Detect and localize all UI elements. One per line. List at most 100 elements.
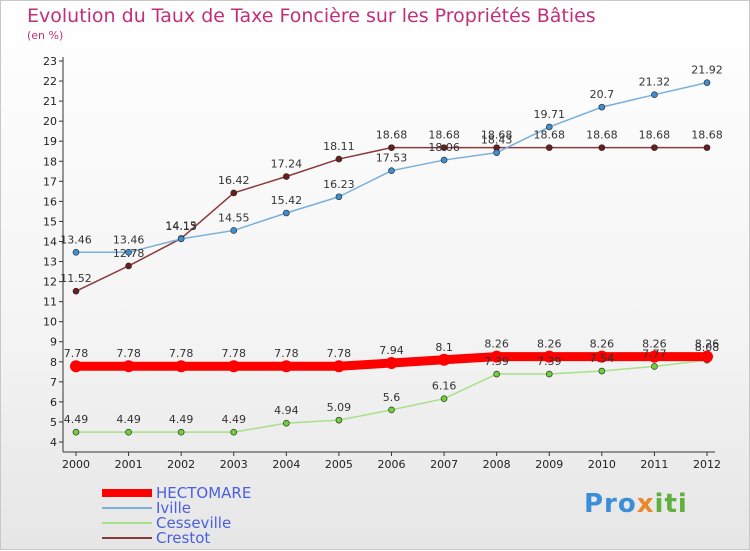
data-point — [701, 350, 713, 363]
data-point — [388, 144, 395, 151]
data-point — [388, 406, 395, 414]
chart-title: Evolution du Taux de Taxe Foncière sur l… — [27, 5, 596, 27]
data-point — [335, 416, 343, 424]
data-point — [598, 144, 606, 151]
data-label: 14.13 — [165, 220, 197, 233]
data-label: 7.78 — [64, 347, 89, 360]
x-tick-label: 2000 — [62, 458, 90, 471]
data-label: 5.6 — [383, 391, 401, 404]
data-label: 8.26 — [590, 338, 615, 351]
data-label: 7.78 — [116, 347, 141, 360]
data-label: 18.68 — [534, 129, 566, 142]
data-label: 13.46 — [113, 233, 145, 246]
data-label: 8.26 — [484, 338, 509, 351]
data-point — [283, 209, 290, 217]
data-point — [595, 350, 608, 363]
data-label: 8.26 — [695, 338, 720, 351]
proxiti-logo: Proxiti — [584, 489, 688, 519]
data-point — [703, 144, 711, 151]
x-tick-label: 2010 — [588, 458, 616, 471]
data-point — [283, 173, 290, 180]
data-point — [177, 235, 185, 243]
data-label: 18.43 — [481, 134, 513, 147]
legend-entry: HECTOMARE — [156, 484, 251, 502]
data-point — [703, 79, 711, 86]
y-tick-label: 15 — [43, 215, 57, 228]
data-point — [545, 144, 553, 151]
x-tick-label: 2002 — [167, 458, 195, 471]
x-tick-label: 2004 — [272, 458, 300, 471]
data-point — [545, 123, 553, 131]
data-label: 21.92 — [691, 64, 723, 77]
x-tick-label: 2006 — [378, 458, 406, 471]
data-point — [175, 360, 188, 373]
data-label: 7.78 — [327, 347, 352, 360]
x-tick-label: 2003 — [220, 458, 248, 471]
data-label: 8.26 — [642, 338, 667, 351]
y-tick-label: 5 — [50, 416, 57, 429]
data-label: 5.09 — [327, 401, 352, 414]
data-point — [335, 155, 343, 163]
data-label: 7.78 — [274, 347, 299, 360]
legend-entry: Crestot — [156, 529, 210, 547]
chart-subtitle: (en %) — [27, 29, 64, 42]
data-label: 7.54 — [590, 352, 615, 365]
data-point — [72, 249, 80, 256]
data-point — [598, 367, 606, 375]
data-point — [388, 167, 395, 174]
data-point — [651, 363, 658, 370]
data-label: 18.06 — [428, 141, 460, 154]
data-label: 7.78 — [169, 347, 194, 360]
data-point — [490, 350, 503, 363]
data-point — [280, 360, 293, 373]
data-label: 8.26 — [537, 338, 562, 351]
data-label: 4.49 — [169, 413, 194, 426]
data-point — [440, 144, 448, 151]
data-point — [332, 360, 345, 373]
y-tick-label: 8 — [50, 356, 57, 369]
data-point — [651, 144, 658, 151]
data-label: 4.49 — [64, 413, 89, 426]
logo-part-1: Pro — [584, 489, 637, 519]
data-label: 14.15 — [165, 219, 197, 232]
data-point — [125, 428, 132, 436]
x-tick-label: 2012 — [693, 458, 721, 471]
data-label: 15.42 — [271, 194, 303, 207]
data-label: 18.68 — [586, 129, 618, 142]
y-tick-label: 4 — [50, 436, 57, 449]
data-point — [493, 149, 500, 156]
logo-part-3: iti — [654, 489, 688, 519]
data-label: 14.55 — [218, 211, 250, 224]
data-point — [230, 227, 238, 234]
x-tick-label: 2001 — [115, 458, 143, 471]
y-tick-label: 23 — [43, 55, 57, 68]
data-point — [283, 419, 290, 427]
y-tick-label: 6 — [50, 396, 57, 409]
data-point — [440, 156, 448, 164]
data-point — [72, 428, 80, 436]
x-tick-label: 2007 — [430, 458, 458, 471]
x-tick-label: 2008 — [483, 458, 511, 471]
data-label: 18.68 — [639, 129, 671, 142]
data-point — [440, 395, 448, 402]
y-tick-label: 7 — [50, 376, 57, 389]
data-label: 4.94 — [274, 404, 299, 417]
data-label: 17.53 — [376, 152, 408, 165]
data-point — [598, 103, 606, 111]
data-point — [125, 262, 132, 270]
data-point — [438, 353, 451, 366]
data-label: 13.46 — [60, 233, 92, 246]
data-label: 17.24 — [271, 158, 303, 171]
data-label: 7.94 — [379, 344, 404, 357]
y-tick-label: 11 — [43, 296, 57, 309]
data-point — [230, 428, 238, 436]
y-tick-label: 10 — [43, 316, 57, 329]
data-label: 18.68 — [428, 129, 460, 142]
data-point — [543, 350, 556, 363]
x-tick-label: 2005 — [325, 458, 353, 471]
data-point — [177, 428, 185, 436]
legend-entry: Iville — [156, 499, 191, 517]
data-point — [70, 360, 82, 373]
data-label: 4.49 — [116, 413, 141, 426]
